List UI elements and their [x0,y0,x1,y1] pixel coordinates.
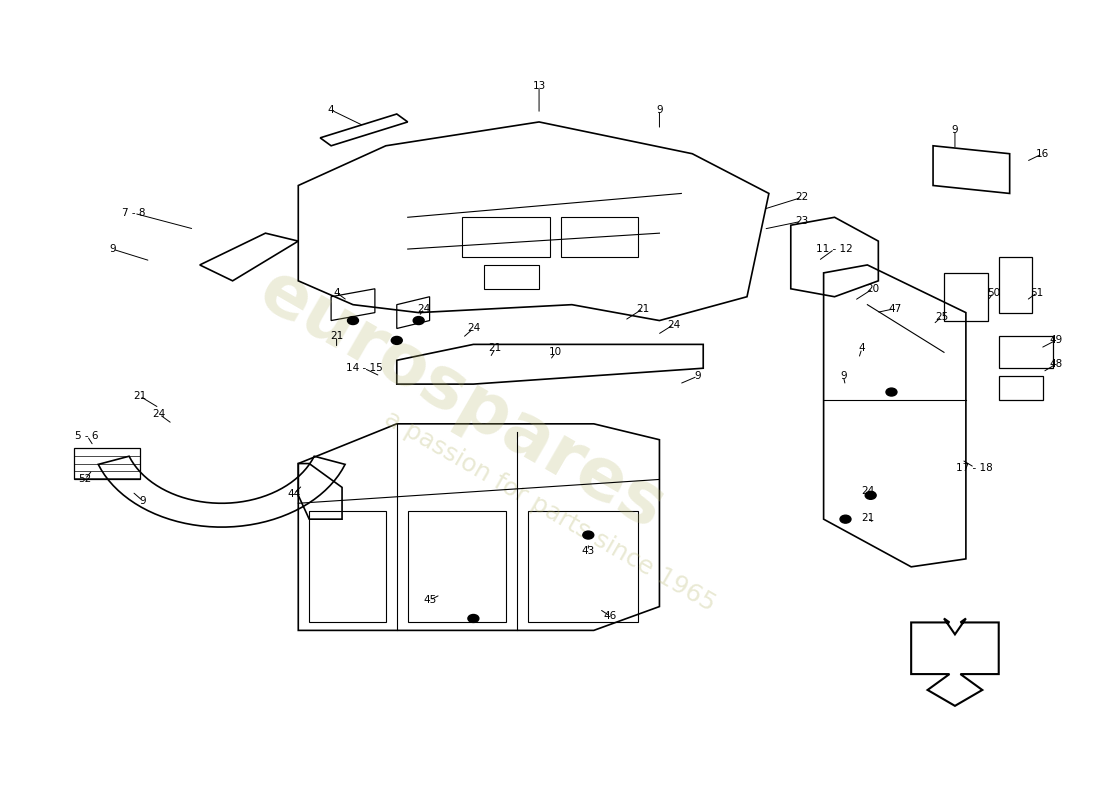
Text: 9: 9 [656,105,663,115]
Bar [484,265,539,289]
Text: 45: 45 [424,595,437,605]
Text: 47: 47 [888,304,901,314]
Text: eurospares: eurospares [248,256,678,544]
Text: 22: 22 [795,193,808,202]
Text: 43: 43 [582,546,595,556]
Bar [462,218,550,257]
Text: 9: 9 [952,125,958,135]
Text: 10: 10 [549,347,562,358]
Text: 49: 49 [1049,335,1063,346]
Text: 4: 4 [328,105,334,115]
Circle shape [840,515,851,523]
Text: 5 - 6: 5 - 6 [75,430,99,441]
Text: 21: 21 [637,304,650,314]
Text: 24: 24 [667,319,680,330]
Text: 20: 20 [867,284,879,294]
Text: a passion for parts since 1965: a passion for parts since 1965 [381,406,719,616]
Text: 24: 24 [861,486,875,496]
Text: 4: 4 [333,288,340,298]
Text: 21: 21 [861,513,875,522]
Text: 51: 51 [1031,288,1044,298]
Text: 21: 21 [330,331,343,342]
Bar [309,511,386,622]
Circle shape [468,614,478,622]
Text: 21: 21 [488,343,502,354]
Text: 24: 24 [153,410,166,419]
Bar [528,511,638,622]
Text: 23: 23 [795,216,808,226]
Text: 24: 24 [418,304,431,314]
Bar [561,218,638,257]
Text: 25: 25 [935,311,948,322]
Circle shape [886,388,896,396]
Circle shape [414,317,425,325]
Text: 14 - 15: 14 - 15 [345,363,383,374]
Text: 16: 16 [1036,149,1049,158]
Bar [999,376,1043,400]
Text: 52: 52 [78,474,91,485]
Text: 48: 48 [1049,359,1063,370]
Text: 21: 21 [133,391,146,401]
Text: 9: 9 [140,496,146,506]
Circle shape [392,337,403,344]
Text: 17 - 18: 17 - 18 [956,462,993,473]
Text: 13: 13 [532,81,546,91]
Text: 9: 9 [109,244,116,254]
Text: 11 - 12: 11 - 12 [816,244,853,254]
Bar [999,257,1032,313]
Text: 46: 46 [604,611,617,621]
Bar [408,511,506,622]
Text: 24: 24 [466,323,480,334]
Text: 9: 9 [694,371,701,381]
Bar [999,337,1054,368]
Text: 50: 50 [987,288,1000,298]
Bar [74,448,140,479]
Text: 9: 9 [840,371,847,381]
Text: 7 - 8: 7 - 8 [122,208,146,218]
Text: 4: 4 [859,343,866,354]
Circle shape [348,317,359,325]
Bar [944,273,988,321]
Text: 44: 44 [287,489,300,498]
Circle shape [866,491,876,499]
Circle shape [583,531,594,539]
